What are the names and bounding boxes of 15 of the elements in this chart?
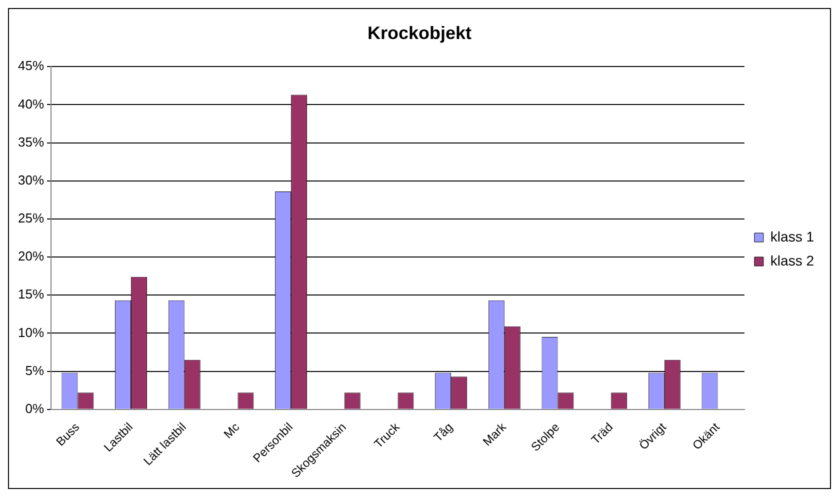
y-tick-label: 45% [18, 58, 44, 74]
y-tick-label: 10% [18, 324, 44, 340]
y-tick-label: 5% [25, 362, 44, 378]
x-tick-label: Tåg [431, 420, 456, 445]
y-tick-label: 20% [18, 248, 44, 264]
legend-label: klass 2 [770, 252, 814, 268]
y-tick-label: 30% [18, 172, 44, 188]
legend-label: klass 1 [770, 228, 814, 244]
chart-title: Krockobjekt [367, 22, 472, 43]
y-tick-label: 40% [18, 96, 44, 112]
x-tick-label: Mc [220, 420, 242, 442]
y-tick-label: 35% [18, 134, 44, 150]
y-tick-label: 15% [18, 286, 44, 302]
y-tick-label: 0% [25, 400, 44, 416]
y-tick-label: 25% [18, 210, 44, 226]
